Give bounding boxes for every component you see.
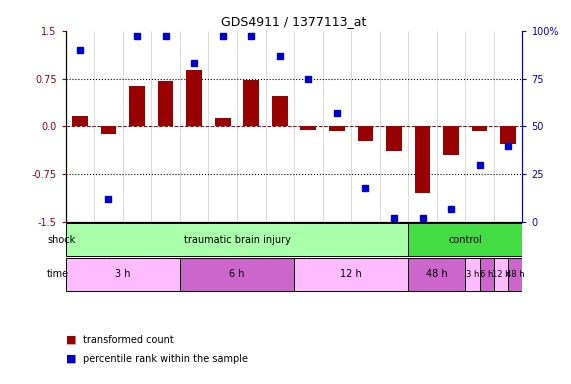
Bar <box>100 126 116 134</box>
Text: 48 h: 48 h <box>426 270 448 280</box>
Bar <box>386 126 402 151</box>
Text: 48 h: 48 h <box>506 270 525 279</box>
Bar <box>66 223 408 257</box>
Bar <box>180 258 294 291</box>
Bar <box>415 126 431 194</box>
Text: traumatic brain injury: traumatic brain injury <box>183 235 291 245</box>
Text: 12 h: 12 h <box>492 270 510 279</box>
Bar <box>272 96 288 126</box>
Bar <box>472 126 488 131</box>
Title: GDS4911 / 1377113_at: GDS4911 / 1377113_at <box>222 15 367 28</box>
Bar <box>300 126 316 130</box>
Text: 6 h: 6 h <box>229 270 245 280</box>
Bar <box>508 258 522 291</box>
Text: percentile rank within the sample: percentile rank within the sample <box>83 354 248 364</box>
Bar <box>72 116 88 126</box>
Bar <box>408 223 522 257</box>
Text: shock: shock <box>47 235 75 245</box>
Bar <box>66 258 180 291</box>
Bar <box>215 118 231 126</box>
Bar <box>294 258 408 291</box>
Text: ■: ■ <box>66 335 76 345</box>
Text: 3 h: 3 h <box>466 270 479 279</box>
Text: time: time <box>47 270 69 280</box>
Bar <box>329 126 345 131</box>
Bar <box>129 86 145 126</box>
Bar <box>500 126 516 144</box>
Bar <box>480 258 494 291</box>
Bar <box>158 81 174 126</box>
Text: 12 h: 12 h <box>340 270 362 280</box>
Text: ■: ■ <box>66 354 76 364</box>
Bar <box>357 126 373 141</box>
Bar <box>243 80 259 126</box>
Text: transformed count: transformed count <box>83 335 174 345</box>
Text: control: control <box>448 235 482 245</box>
Text: 3 h: 3 h <box>115 270 131 280</box>
Bar <box>443 126 459 155</box>
Bar <box>494 258 508 291</box>
Bar <box>408 258 465 291</box>
Bar <box>465 258 480 291</box>
Bar <box>186 70 202 126</box>
Text: 6 h: 6 h <box>480 270 493 279</box>
